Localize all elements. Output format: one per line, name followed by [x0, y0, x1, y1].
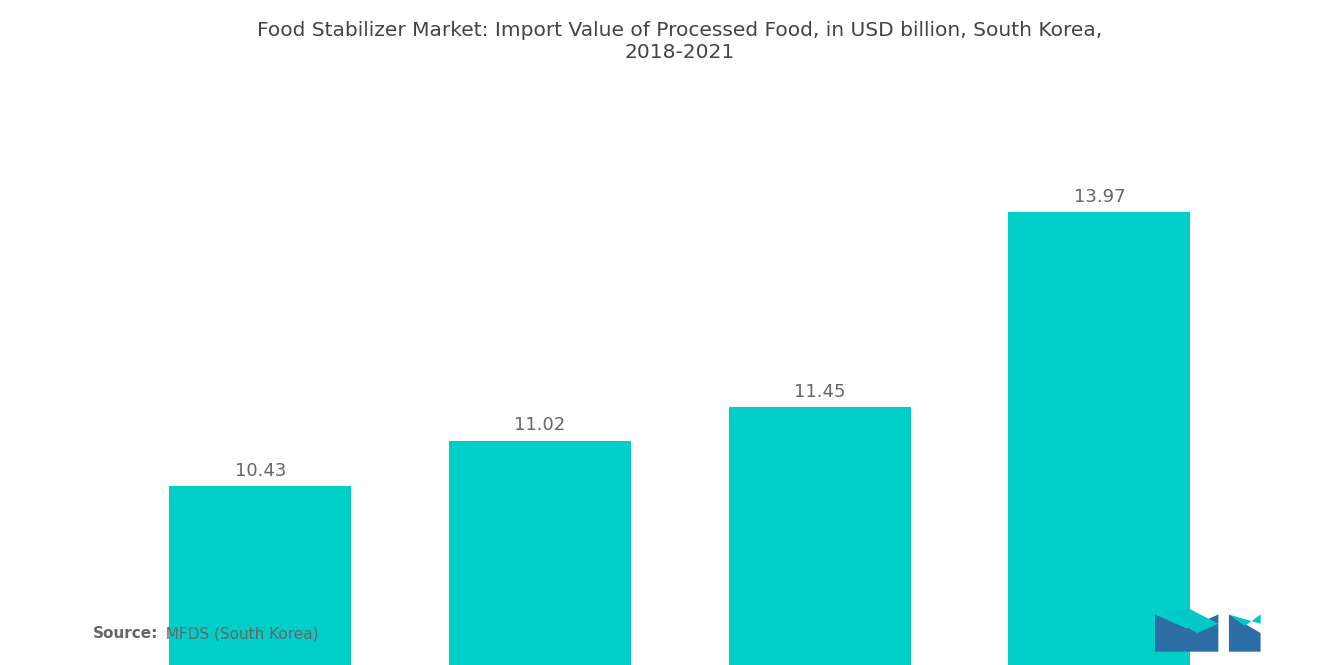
Text: 11.45: 11.45	[793, 383, 845, 401]
Bar	[169, 487, 351, 665]
Text: 13.97: 13.97	[1073, 188, 1125, 205]
Text: 10.43: 10.43	[235, 462, 286, 480]
Text: 11.02: 11.02	[515, 416, 565, 434]
Bar	[449, 441, 631, 665]
Bar	[1008, 212, 1191, 665]
Text: Source:: Source:	[92, 626, 158, 642]
Text: MFDS (South Korea): MFDS (South Korea)	[156, 626, 318, 642]
Title: Food Stabilizer Market: Import Value of Processed Food, in USD billion, South Ko: Food Stabilizer Market: Import Value of …	[257, 21, 1102, 63]
Bar	[729, 408, 911, 665]
